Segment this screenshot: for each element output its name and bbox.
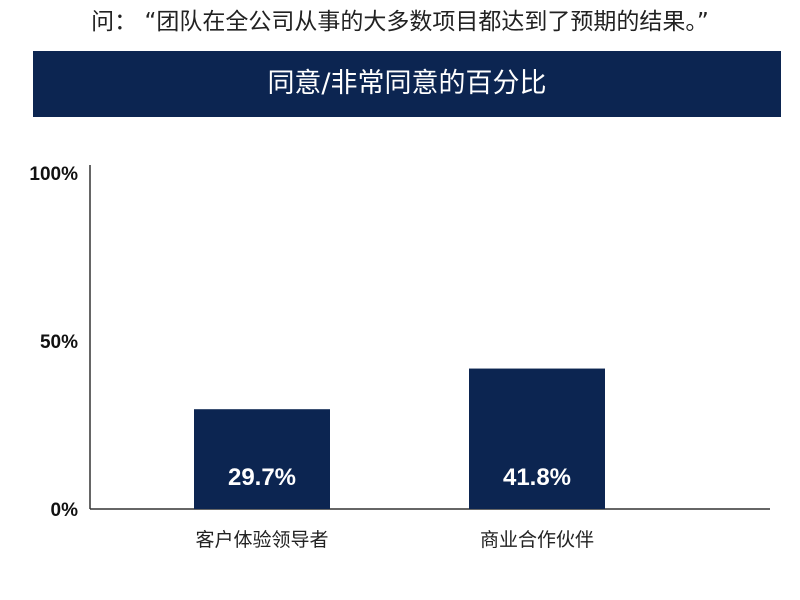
chart-axes — [89, 165, 770, 510]
category-label: 客户体验领导者 — [195, 529, 328, 551]
bar-value-label: 29.7% — [228, 464, 296, 491]
bar — [469, 368, 605, 509]
bar — [194, 409, 330, 509]
question-text: 问： “团队在全公司从事的大多数项目都达到了预期的结果。” — [91, 9, 709, 35]
y-tick-label: 100% — [29, 164, 78, 185]
y-tick-label: 0% — [51, 500, 79, 521]
bar-value-label: 41.8% — [503, 464, 571, 491]
category-label: 商业合作伙伴 — [480, 529, 594, 551]
chart-bars — [194, 368, 605, 509]
y-tick-label: 50% — [40, 332, 78, 353]
chart-title-banner: 同意/非常同意的百分比 — [33, 51, 781, 117]
chart-labels: 0% 50% 100% 29.7% 客户体验领导者 41.8% 商业合作伙伴 — [29, 164, 594, 551]
